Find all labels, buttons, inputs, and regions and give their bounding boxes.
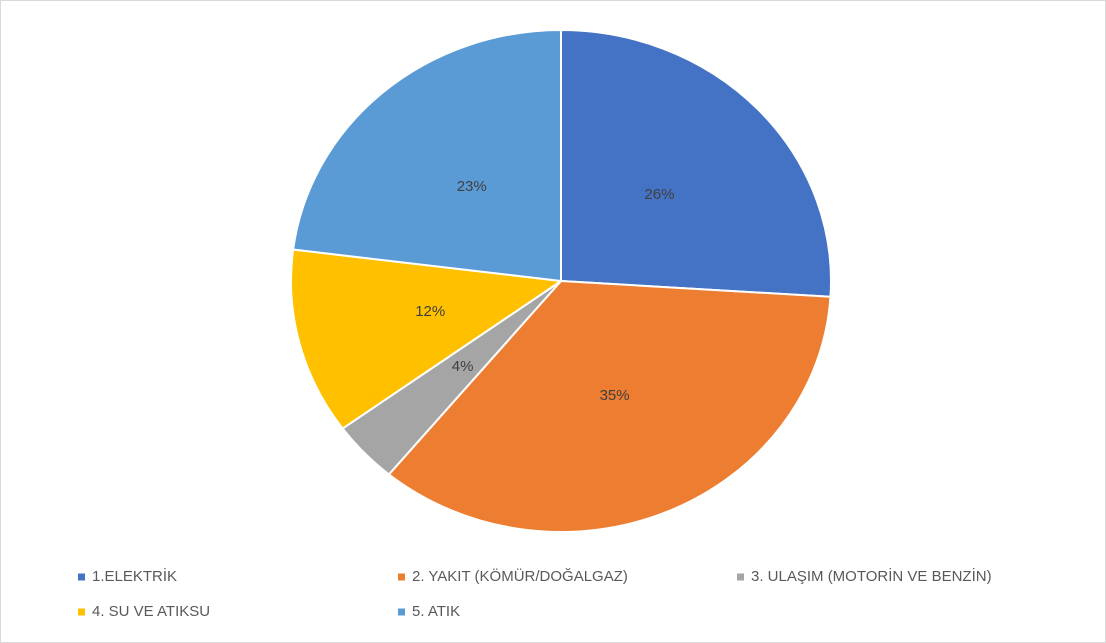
legend-label: 1.ELEKTRİK [92,567,177,585]
data-label: 26% [644,186,674,203]
legend-label: 4. SU VE ATIKSU [92,603,210,620]
legend-label: 3. ULAŞIM (MOTORİN VE BENZİN) [751,567,992,585]
legend-marker [398,608,405,616]
legend-marker [398,573,405,581]
legend-marker [737,573,744,581]
pie-slice [560,28,832,298]
data-label: 4% [452,358,474,375]
legend-marker [78,573,85,581]
data-label: 12% [415,303,445,320]
data-label: 23% [457,178,487,195]
legend-marker [78,608,85,616]
data-label: 35% [600,387,630,404]
legend-label: 5. ATIK [412,603,460,620]
pie-slice [290,248,564,430]
pie-slice [387,279,832,533]
pie-slice [292,28,562,283]
legend-label: 2. YAKIT (KÖMÜR/DOĞALGAZ) [412,567,628,585]
